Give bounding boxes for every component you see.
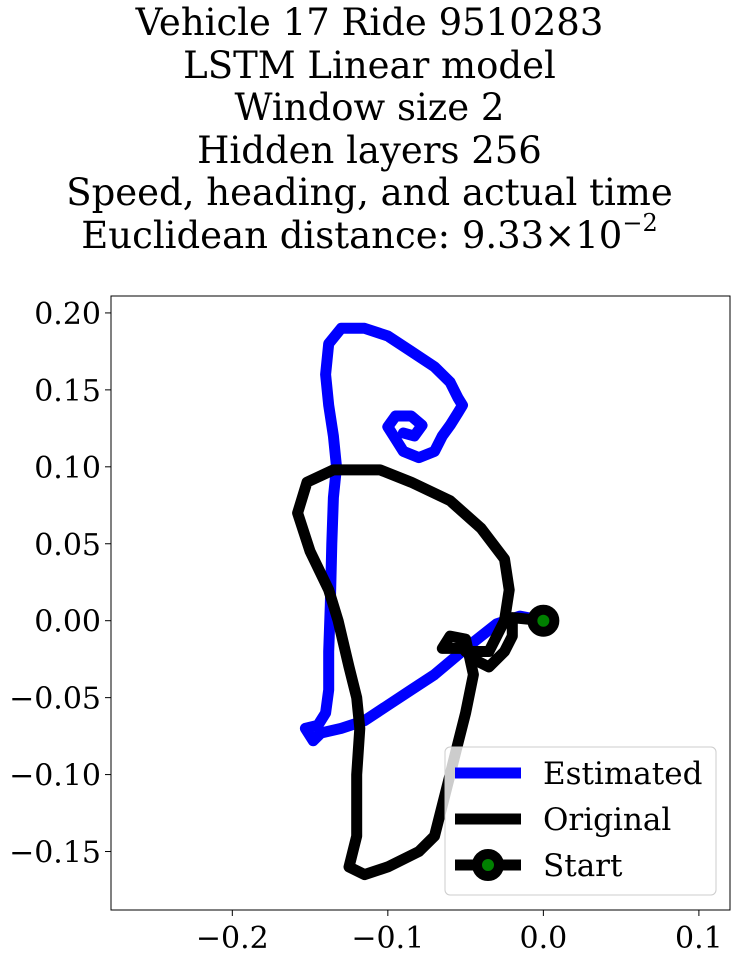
legend-handle-start-marker [472, 849, 504, 881]
legend: Estimated Original Start [444, 746, 717, 896]
chart-title: Vehicle 17 Ride 9510283 LSTM Linear mode… [0, 1, 739, 258]
metric-mantissa: 9.33 [461, 213, 545, 257]
title-line-2: LSTM Linear model [183, 43, 556, 87]
y-tick-label: 0.15 [34, 374, 101, 409]
legend-box [444, 746, 717, 896]
y-tick-label: −0.15 [9, 836, 101, 871]
plot-frame [110, 295, 731, 911]
legend-label-original: Original [543, 802, 671, 838]
y-tick-label: 0.20 [34, 297, 101, 332]
legend-label-start: Start [543, 848, 623, 884]
title-line-4: Hidden layers 256 [197, 128, 542, 172]
x-tick-label: 0.1 [675, 921, 723, 956]
x-tick-label: −0.1 [351, 921, 424, 956]
series-layer [292, 322, 560, 881]
metric-times: × [544, 213, 576, 257]
metric-exponent: −2 [622, 208, 658, 237]
metric-prefix: Euclidean distance: [81, 213, 462, 257]
title-line-metric: Euclidean distance: 9.33×10−2 [0, 211, 739, 258]
y-tick-label: −0.10 [9, 759, 101, 794]
metric-base: 10 [575, 213, 623, 257]
x-tick-label: −0.2 [196, 921, 269, 956]
title-line-5: Speed, heading, and actual time [66, 171, 673, 214]
legend-label-estimated: Estimated [543, 756, 702, 792]
series-line-original [292, 464, 549, 881]
start-marker [527, 604, 560, 637]
title-line-1: Vehicle 17 Ride 9510283 [135, 1, 604, 44]
title-line-3: Window size 2 [234, 86, 505, 129]
y-tick-label: 0.05 [34, 528, 101, 563]
x-axis: −0.2 −0.1 0.0 0.1 [196, 910, 723, 956]
y-tick-label: 0.10 [34, 451, 101, 486]
y-tick-label: 0.00 [34, 605, 101, 640]
y-tick-label: −0.05 [9, 682, 101, 717]
x-tick-label: 0.0 [520, 921, 568, 956]
series-line-estimated [299, 322, 549, 747]
y-axis: 0.20 0.15 0.10 0.05 0.00 −0.05 −0.10 −0.15 [9, 297, 111, 871]
